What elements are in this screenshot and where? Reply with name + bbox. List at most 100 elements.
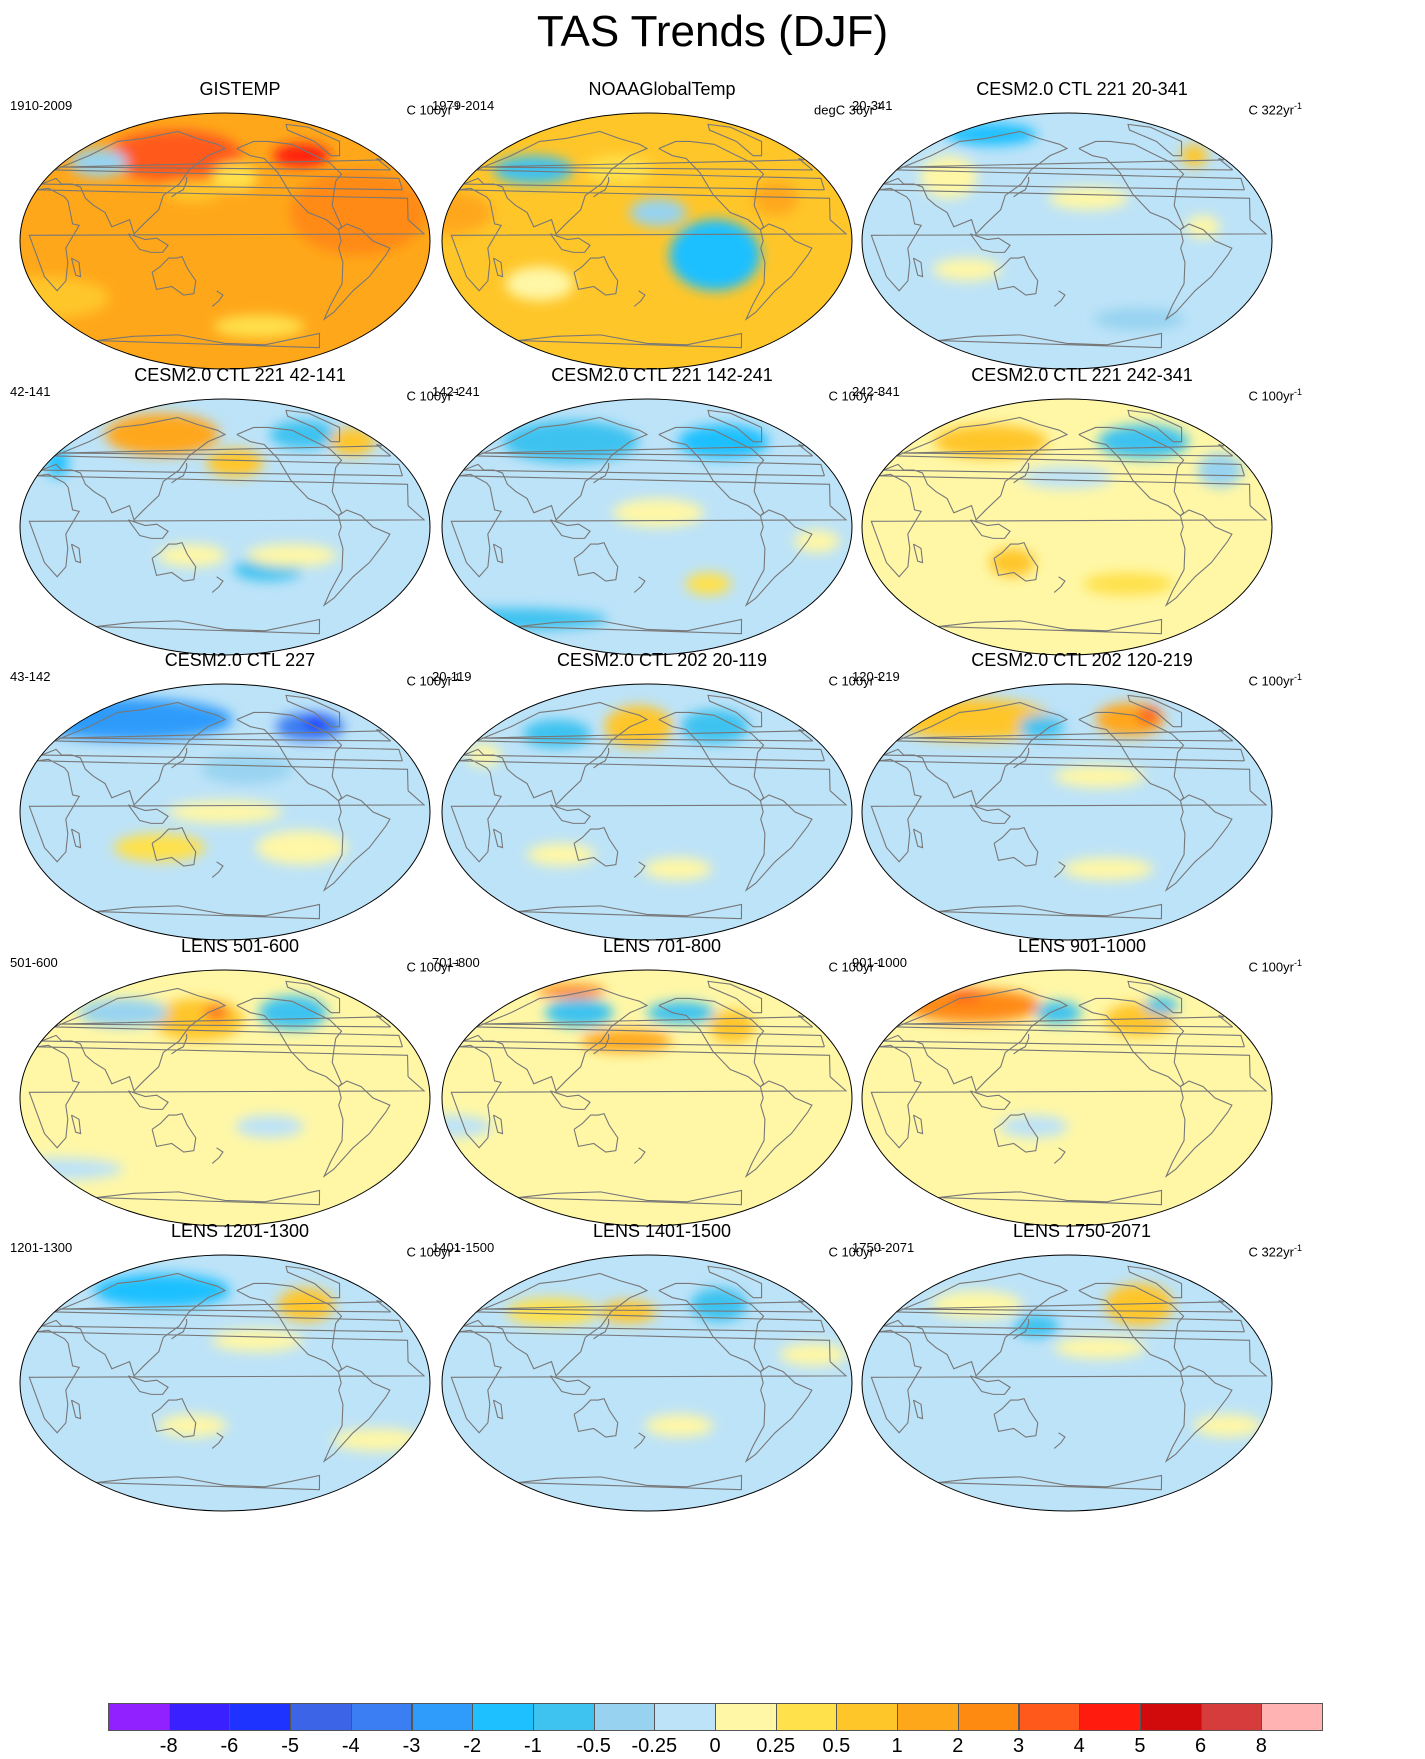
colorbar-box bbox=[1139, 1703, 1202, 1731]
trend-region bbox=[206, 448, 264, 478]
map-panel: CESM2.0 CTL 221 242-341 242-341 C 100yr-1 bbox=[852, 364, 1312, 664]
coastline bbox=[633, 290, 646, 307]
trend-region bbox=[211, 1328, 303, 1352]
trend-region bbox=[235, 1115, 304, 1138]
coastline bbox=[744, 509, 813, 607]
coastline bbox=[883, 1272, 1245, 1377]
trend-region bbox=[200, 755, 293, 784]
panel-units: C 322yr-1 bbox=[1248, 1240, 1302, 1260]
trend-region bbox=[645, 1414, 714, 1438]
coastline bbox=[127, 1090, 169, 1110]
panel-units: C 100yr-1 bbox=[1248, 955, 1302, 975]
colorbar-box bbox=[350, 1703, 413, 1731]
coastline bbox=[744, 794, 813, 892]
trend-region bbox=[1054, 1336, 1146, 1359]
coastline bbox=[573, 1397, 619, 1438]
colorbar-box bbox=[168, 1703, 231, 1731]
map-border bbox=[861, 398, 1273, 656]
coastline bbox=[912, 1114, 924, 1135]
coastline bbox=[593, 176, 610, 198]
map bbox=[852, 100, 1312, 378]
panel-units-exponent: -1 bbox=[451, 387, 460, 397]
colorbar-label: 0 bbox=[709, 1735, 721, 1757]
panel-units: C 100yr-1 bbox=[828, 384, 882, 404]
panel-units: C 100yr-1 bbox=[828, 955, 882, 975]
trend-region bbox=[1093, 307, 1185, 331]
coastline bbox=[1013, 1033, 1030, 1055]
panel-units-exponent: -1 bbox=[451, 1243, 460, 1253]
coastline bbox=[1053, 861, 1066, 878]
trend-region bbox=[526, 843, 596, 867]
map-svg bbox=[441, 969, 853, 1227]
coastline bbox=[912, 1399, 924, 1420]
trend-region bbox=[1082, 572, 1174, 596]
colorbar-label: -2 bbox=[463, 1735, 482, 1757]
field-background bbox=[862, 113, 1272, 369]
panel-units-text: C 100yr bbox=[828, 959, 874, 975]
coastline bbox=[1013, 176, 1030, 198]
coastline bbox=[41, 987, 403, 1092]
trend-region bbox=[258, 995, 328, 1030]
coastline bbox=[28, 758, 426, 863]
coastline bbox=[593, 1318, 610, 1340]
coastline bbox=[1164, 509, 1233, 607]
map-svg bbox=[441, 112, 853, 370]
coastline bbox=[901, 157, 1234, 171]
coastline bbox=[969, 1090, 1011, 1110]
coastline bbox=[549, 233, 591, 253]
trend-region bbox=[1035, 1001, 1082, 1025]
trend-region bbox=[989, 548, 1036, 577]
trend-region bbox=[212, 162, 258, 192]
coastline bbox=[59, 1299, 392, 1313]
coastline bbox=[96, 903, 321, 920]
trend-region bbox=[77, 998, 169, 1027]
coastline bbox=[41, 416, 403, 521]
map-border bbox=[19, 112, 431, 370]
colorbar-label: -3 bbox=[402, 1735, 421, 1757]
coastline bbox=[593, 462, 610, 484]
coastline bbox=[518, 618, 743, 635]
coastline bbox=[127, 1375, 169, 1395]
coastline bbox=[322, 1080, 391, 1178]
coastline bbox=[211, 861, 224, 878]
map-border bbox=[861, 1254, 1273, 1512]
trend-region bbox=[643, 857, 712, 881]
coastline bbox=[211, 290, 224, 307]
coastline bbox=[1053, 290, 1066, 307]
coastline bbox=[28, 1044, 426, 1149]
trend-region bbox=[168, 800, 282, 824]
panel-period: 142-241 bbox=[432, 384, 480, 399]
colorbar-label: 0.5 bbox=[822, 1735, 851, 1757]
coastline bbox=[1078, 1282, 1185, 1373]
colorbar-box bbox=[1261, 1703, 1323, 1731]
field-background bbox=[862, 399, 1272, 655]
colorbar-label: 4 bbox=[1073, 1735, 1085, 1757]
coastline bbox=[236, 140, 343, 231]
coastline bbox=[151, 1112, 197, 1153]
trend-region bbox=[213, 314, 305, 338]
panel-units-text: degC 36yr bbox=[814, 102, 874, 118]
map-panel: GISTEMP 1910-2009 C 100yr-1 bbox=[10, 78, 470, 378]
map-svg bbox=[441, 683, 853, 941]
coastline bbox=[285, 1265, 341, 1299]
coastline bbox=[549, 519, 591, 539]
map-border bbox=[441, 398, 853, 656]
panel-period: 501-600 bbox=[10, 955, 58, 970]
panel-units-exponent: -1 bbox=[873, 1243, 882, 1253]
coastline bbox=[127, 233, 169, 253]
coastline bbox=[236, 997, 343, 1088]
coastline bbox=[70, 257, 82, 278]
coastline bbox=[171, 1318, 188, 1340]
panel-units-text: C 100yr bbox=[828, 673, 874, 689]
coastline bbox=[1053, 576, 1066, 593]
coastline bbox=[901, 728, 1234, 742]
trend-region bbox=[947, 989, 982, 1002]
coastline bbox=[549, 1375, 591, 1395]
coastline bbox=[658, 140, 765, 231]
trend-region bbox=[70, 148, 128, 177]
trend-region bbox=[1054, 765, 1146, 788]
colorbar-label: -1 bbox=[523, 1735, 542, 1757]
panel-title: LENS 701-800 bbox=[602, 936, 722, 956]
trend-region bbox=[932, 258, 1002, 281]
trend-region bbox=[793, 529, 840, 553]
